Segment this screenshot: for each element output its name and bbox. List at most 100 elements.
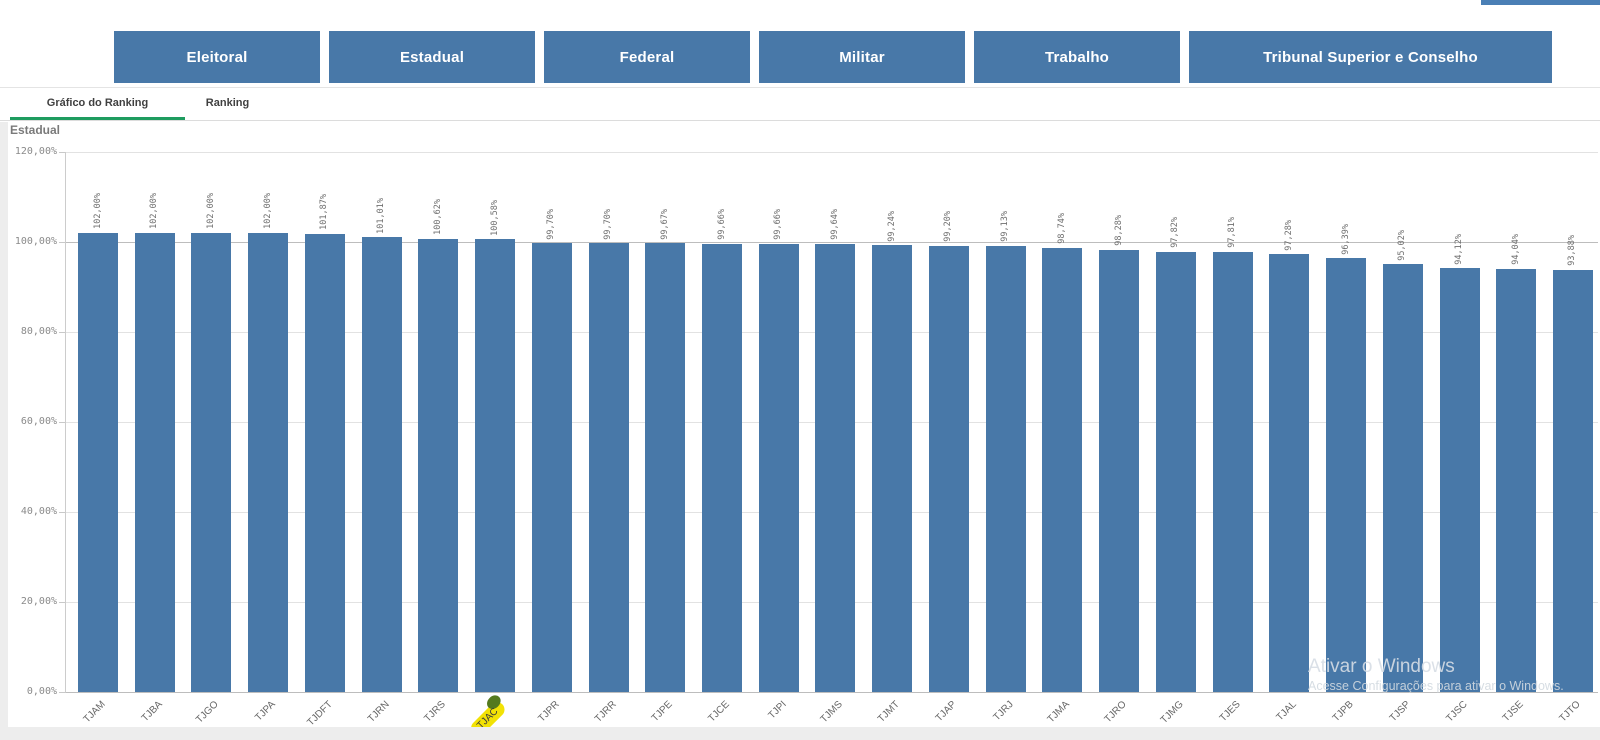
x-axis-label-tjal[interactable]: TJAL xyxy=(1274,699,1300,724)
y-axis-label-40: 40,00% xyxy=(20,506,57,517)
bar-value-label-tjal: 97,28% xyxy=(1283,219,1294,251)
x-axis-label-tjdft[interactable]: TJDFT xyxy=(305,699,335,729)
bar-tjro[interactable] xyxy=(1099,249,1140,692)
x-axis-label-tjto[interactable]: TJTO xyxy=(1557,699,1583,725)
active-tab-underline xyxy=(10,117,185,120)
highlight-marker-end xyxy=(484,692,504,712)
bar-tjgo[interactable] xyxy=(191,233,232,692)
bar-tjba[interactable] xyxy=(134,233,175,692)
y-axis-tick xyxy=(59,152,66,153)
gridline-0 xyxy=(66,692,1598,693)
bar-tjmt[interactable] xyxy=(872,245,913,692)
bar-tjrj[interactable] xyxy=(985,245,1026,692)
bar-tjpr[interactable] xyxy=(531,243,572,692)
bar-tjmg[interactable] xyxy=(1155,251,1196,692)
bar-tjce[interactable] xyxy=(702,243,743,692)
x-axis-label-tjro[interactable]: TJRO xyxy=(1102,699,1129,726)
bar-tjma[interactable] xyxy=(1042,247,1083,692)
bar-value-label-tjba: 102,00% xyxy=(149,193,160,229)
bar-tjms[interactable] xyxy=(815,243,856,692)
x-axis-label-tjam[interactable]: TJAM xyxy=(81,699,108,726)
chart-title: Estadual xyxy=(10,123,61,137)
y-axis-tick xyxy=(59,692,66,693)
bar-value-label-tjes: 97,81% xyxy=(1227,217,1238,248)
x-axis-label-tjsp[interactable]: TJSP xyxy=(1387,699,1413,725)
bar-value-label-tjrn: 101,01% xyxy=(376,197,387,234)
bar-tjes[interactable] xyxy=(1212,251,1253,692)
x-axis-label-tjce[interactable]: TJCE xyxy=(706,699,732,725)
x-axis-label-tjpi[interactable]: TJPI xyxy=(766,699,789,722)
bar-tjap[interactable] xyxy=(928,245,969,692)
x-axis-label-tjmt[interactable]: TJMT xyxy=(876,699,902,725)
x-axis-label-tjrr[interactable]: TJRR xyxy=(592,699,619,725)
top-right-accent-bar xyxy=(1481,0,1600,5)
bar-value-label-tjac: 100,58% xyxy=(489,199,500,236)
bar-value-label-tjpb: 96,39% xyxy=(1340,223,1351,255)
bar-value-label-tjgo: 102,00% xyxy=(205,193,216,229)
bar-tjal[interactable] xyxy=(1269,254,1310,692)
tab-ranking[interactable]: Ranking xyxy=(205,97,250,109)
x-axis-label-tjms[interactable]: TJMS xyxy=(819,699,846,726)
x-axis-label-tjsc[interactable]: TJSC xyxy=(1443,699,1470,725)
tab-grafico-do-ranking[interactable]: Gráfico do Ranking xyxy=(46,97,149,109)
y-axis-label-60: 60,00% xyxy=(20,416,57,427)
windows-activation-watermark-subtitle: Acesse Configurações para ativar o Windo… xyxy=(1308,679,1564,693)
x-axis-label-tjrj[interactable]: TJRJ xyxy=(991,699,1016,724)
x-axis-label-tjap[interactable]: TJAP xyxy=(933,699,959,725)
bar-tjrs[interactable] xyxy=(418,239,459,692)
nav-button-eleitoral[interactable]: Eleitoral xyxy=(114,31,320,83)
x-axis-label-tjpb[interactable]: TJPB xyxy=(1330,699,1356,725)
bar-value-label-tjma: 98,74% xyxy=(1056,212,1067,244)
y-axis-label-80: 80,00% xyxy=(20,326,57,337)
gridline-120 xyxy=(66,152,1598,153)
nav-button-estadual[interactable]: Estadual xyxy=(329,31,535,83)
bar-tjpi[interactable] xyxy=(758,243,799,692)
y-axis-tick xyxy=(59,422,66,423)
bar-value-label-tjse: 94,04% xyxy=(1510,234,1521,265)
y-axis-label-100: 100,00% xyxy=(14,236,57,247)
x-axis-label-tjes[interactable]: TJES xyxy=(1217,699,1243,725)
nav-button-tribunal-superior-e-conselho[interactable]: Tribunal Superior e Conselho xyxy=(1189,31,1552,83)
bar-value-label-tjpr: 99,70% xyxy=(546,208,557,240)
bar-tjpe[interactable] xyxy=(645,243,686,692)
bar-value-label-tjto: 93,88% xyxy=(1567,234,1578,266)
bar-value-label-tjrj: 99,13% xyxy=(1000,211,1011,242)
bar-tjse[interactable] xyxy=(1496,268,1537,692)
y-axis-label-0: 0,00% xyxy=(26,686,57,697)
bar-tjac[interactable] xyxy=(475,239,516,692)
bar-tjsp[interactable] xyxy=(1382,264,1423,692)
y-axis-tick xyxy=(59,512,66,513)
windows-activation-watermark-title: Ativar o Windows xyxy=(1308,656,1455,677)
x-axis-label-tjrs[interactable]: TJRS xyxy=(422,699,449,725)
tab-strip: Gráfico do Ranking Ranking xyxy=(0,87,1600,121)
y-axis-line xyxy=(65,152,66,692)
bar-value-label-tjpe: 99,67% xyxy=(659,208,670,240)
nav-button-federal[interactable]: Federal xyxy=(544,31,750,83)
bar-value-label-tjrr: 99,70% xyxy=(603,208,614,240)
bar-tjrn[interactable] xyxy=(361,237,402,692)
bar-tjto[interactable] xyxy=(1552,269,1593,692)
y-axis-label-20: 20,00% xyxy=(20,596,57,607)
bar-tjpa[interactable] xyxy=(248,233,289,692)
x-axis-label-tjpr[interactable]: TJPR xyxy=(536,699,562,725)
x-axis-label-tjba[interactable]: TJBA xyxy=(139,699,165,725)
x-axis-label-tjmg[interactable]: TJMG xyxy=(1158,699,1186,727)
bar-value-label-tjdft: 101,87% xyxy=(319,193,330,230)
bar-tjpb[interactable] xyxy=(1326,258,1367,692)
x-axis-label-tjpe[interactable]: TJPE xyxy=(650,699,676,725)
nav-button-trabalho[interactable]: Trabalho xyxy=(974,31,1180,83)
bar-value-label-tjsp: 95,02% xyxy=(1397,229,1408,261)
x-axis-label-tjse[interactable]: TJSE xyxy=(1500,699,1527,725)
bar-value-label-tjce: 99,66% xyxy=(716,208,727,240)
bar-tjdft[interactable] xyxy=(304,233,345,692)
bar-tjam[interactable] xyxy=(78,233,118,692)
bar-value-label-tjro: 98,28% xyxy=(1113,215,1124,246)
x-axis-label-tjgo[interactable]: TJGO xyxy=(194,699,222,726)
nav-button-militar[interactable]: Militar xyxy=(759,31,965,83)
bar-tjsc[interactable] xyxy=(1439,268,1480,692)
bar-value-label-tjpa: 102,00% xyxy=(262,193,273,229)
x-axis-label-tjrn[interactable]: TJRN xyxy=(365,699,392,725)
bar-tjrr[interactable] xyxy=(588,243,629,692)
x-axis-label-tjpa[interactable]: TJPA xyxy=(253,699,278,724)
x-axis-label-tjma[interactable]: TJMA xyxy=(1045,699,1073,726)
